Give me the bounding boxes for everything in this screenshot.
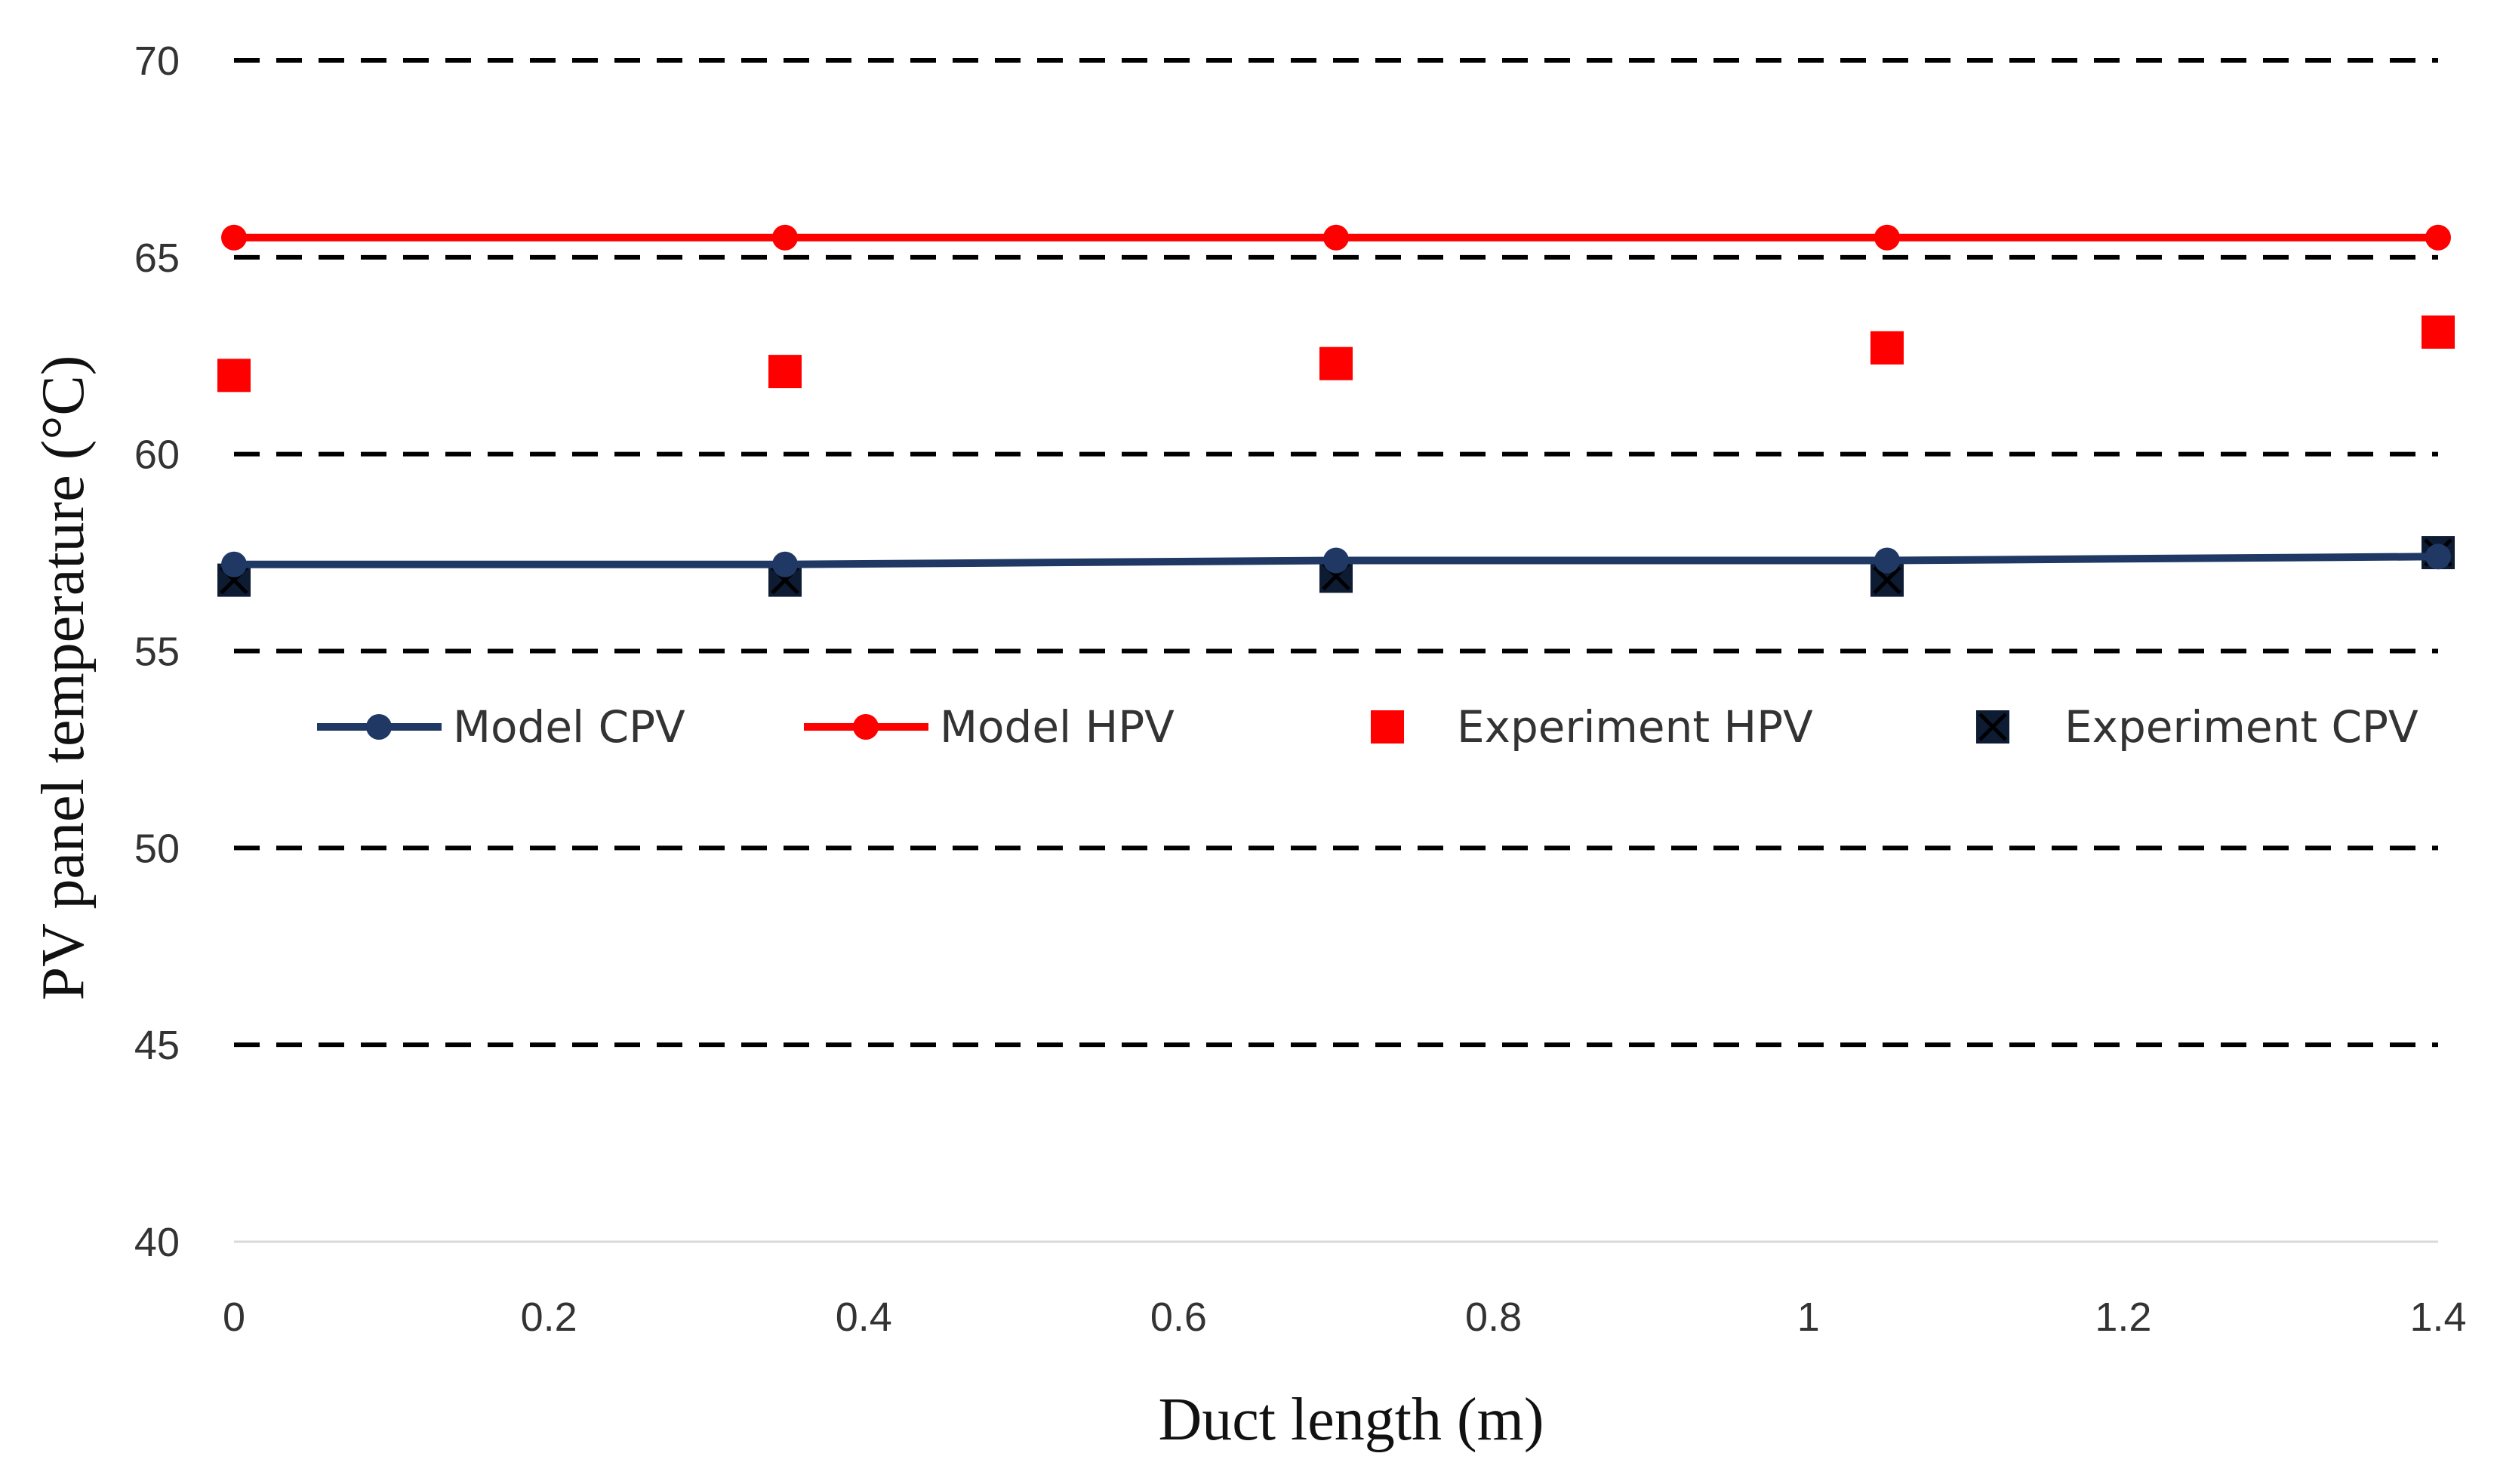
legend-entry: Model CPV: [317, 701, 685, 753]
data-point: [1870, 331, 1904, 365]
data-point: [2425, 543, 2451, 570]
data-point: [217, 359, 251, 393]
y-tick-label: 40: [134, 1220, 180, 1265]
x-tick-label: 0.6: [1150, 1295, 1207, 1340]
y-tick-label: 65: [134, 236, 180, 281]
legend-entry: Model HPV: [804, 701, 1175, 753]
legend-label: Model CPV: [453, 701, 685, 753]
x-axis-ticks: 0 0.2 0.4 0.6 0.8 1 1.2 1.4: [223, 1295, 2467, 1340]
data-point: [1874, 224, 1900, 251]
y-axis-title: PV panel temperature (°C): [30, 356, 97, 1001]
data-point: [2425, 224, 2451, 251]
legend-swatch-cross: [1978, 713, 2007, 741]
x-tick-label: 0.2: [521, 1295, 577, 1340]
legend: Model CPV Model HPV Experiment HPV Experime…: [317, 701, 2418, 753]
series-experiment-hpv: [217, 315, 2455, 393]
y-tick-label: 45: [134, 1023, 180, 1068]
y-axis-ticks: 40 45 50 55 60 65 70: [134, 38, 180, 1265]
marker-cross: [1873, 565, 1901, 595]
data-point: [772, 551, 798, 577]
data-point: [1323, 224, 1349, 251]
x-tick-label: 0.4: [836, 1295, 892, 1340]
y-tick-label: 55: [134, 630, 180, 675]
plot-series: [217, 224, 2455, 597]
y-tick-label: 50: [134, 826, 180, 871]
data-point: [2422, 315, 2455, 349]
x-axis-title: Duct length (m): [1159, 1387, 1544, 1453]
data-point: [768, 355, 802, 389]
y-tick-label: 70: [134, 38, 180, 84]
legend-swatch-marker: [366, 714, 392, 740]
x-tick-label: 1.4: [2409, 1295, 2466, 1340]
data-point: [221, 224, 247, 251]
x-tick-label: 1.2: [2095, 1295, 2151, 1340]
legend-label: Model HPV: [940, 701, 1175, 753]
data-point: [1323, 547, 1349, 574]
x-tick-label: 1: [1797, 1295, 1820, 1340]
legend-label: Experiment CPV: [2064, 701, 2418, 753]
data-point: [1874, 547, 1900, 574]
legend-entry: Experiment HPV: [1371, 701, 1813, 753]
data-point: [1319, 346, 1353, 380]
y-tick-label: 60: [134, 433, 180, 478]
x-tick-label: 0.8: [1465, 1295, 1522, 1340]
legend-swatch-marker: [853, 714, 879, 740]
data-point: [772, 224, 798, 251]
legend-swatch-marker: [1371, 710, 1404, 744]
gridlines: [234, 58, 2438, 1243]
series-model-hpv: [221, 224, 2451, 251]
legend-label: Experiment HPV: [1457, 701, 1813, 753]
data-point: [221, 551, 247, 577]
legend-entry: Experiment CPV: [1976, 701, 2418, 753]
x-tick-label: 0: [223, 1295, 245, 1340]
series-model-cpv: [221, 543, 2451, 577]
